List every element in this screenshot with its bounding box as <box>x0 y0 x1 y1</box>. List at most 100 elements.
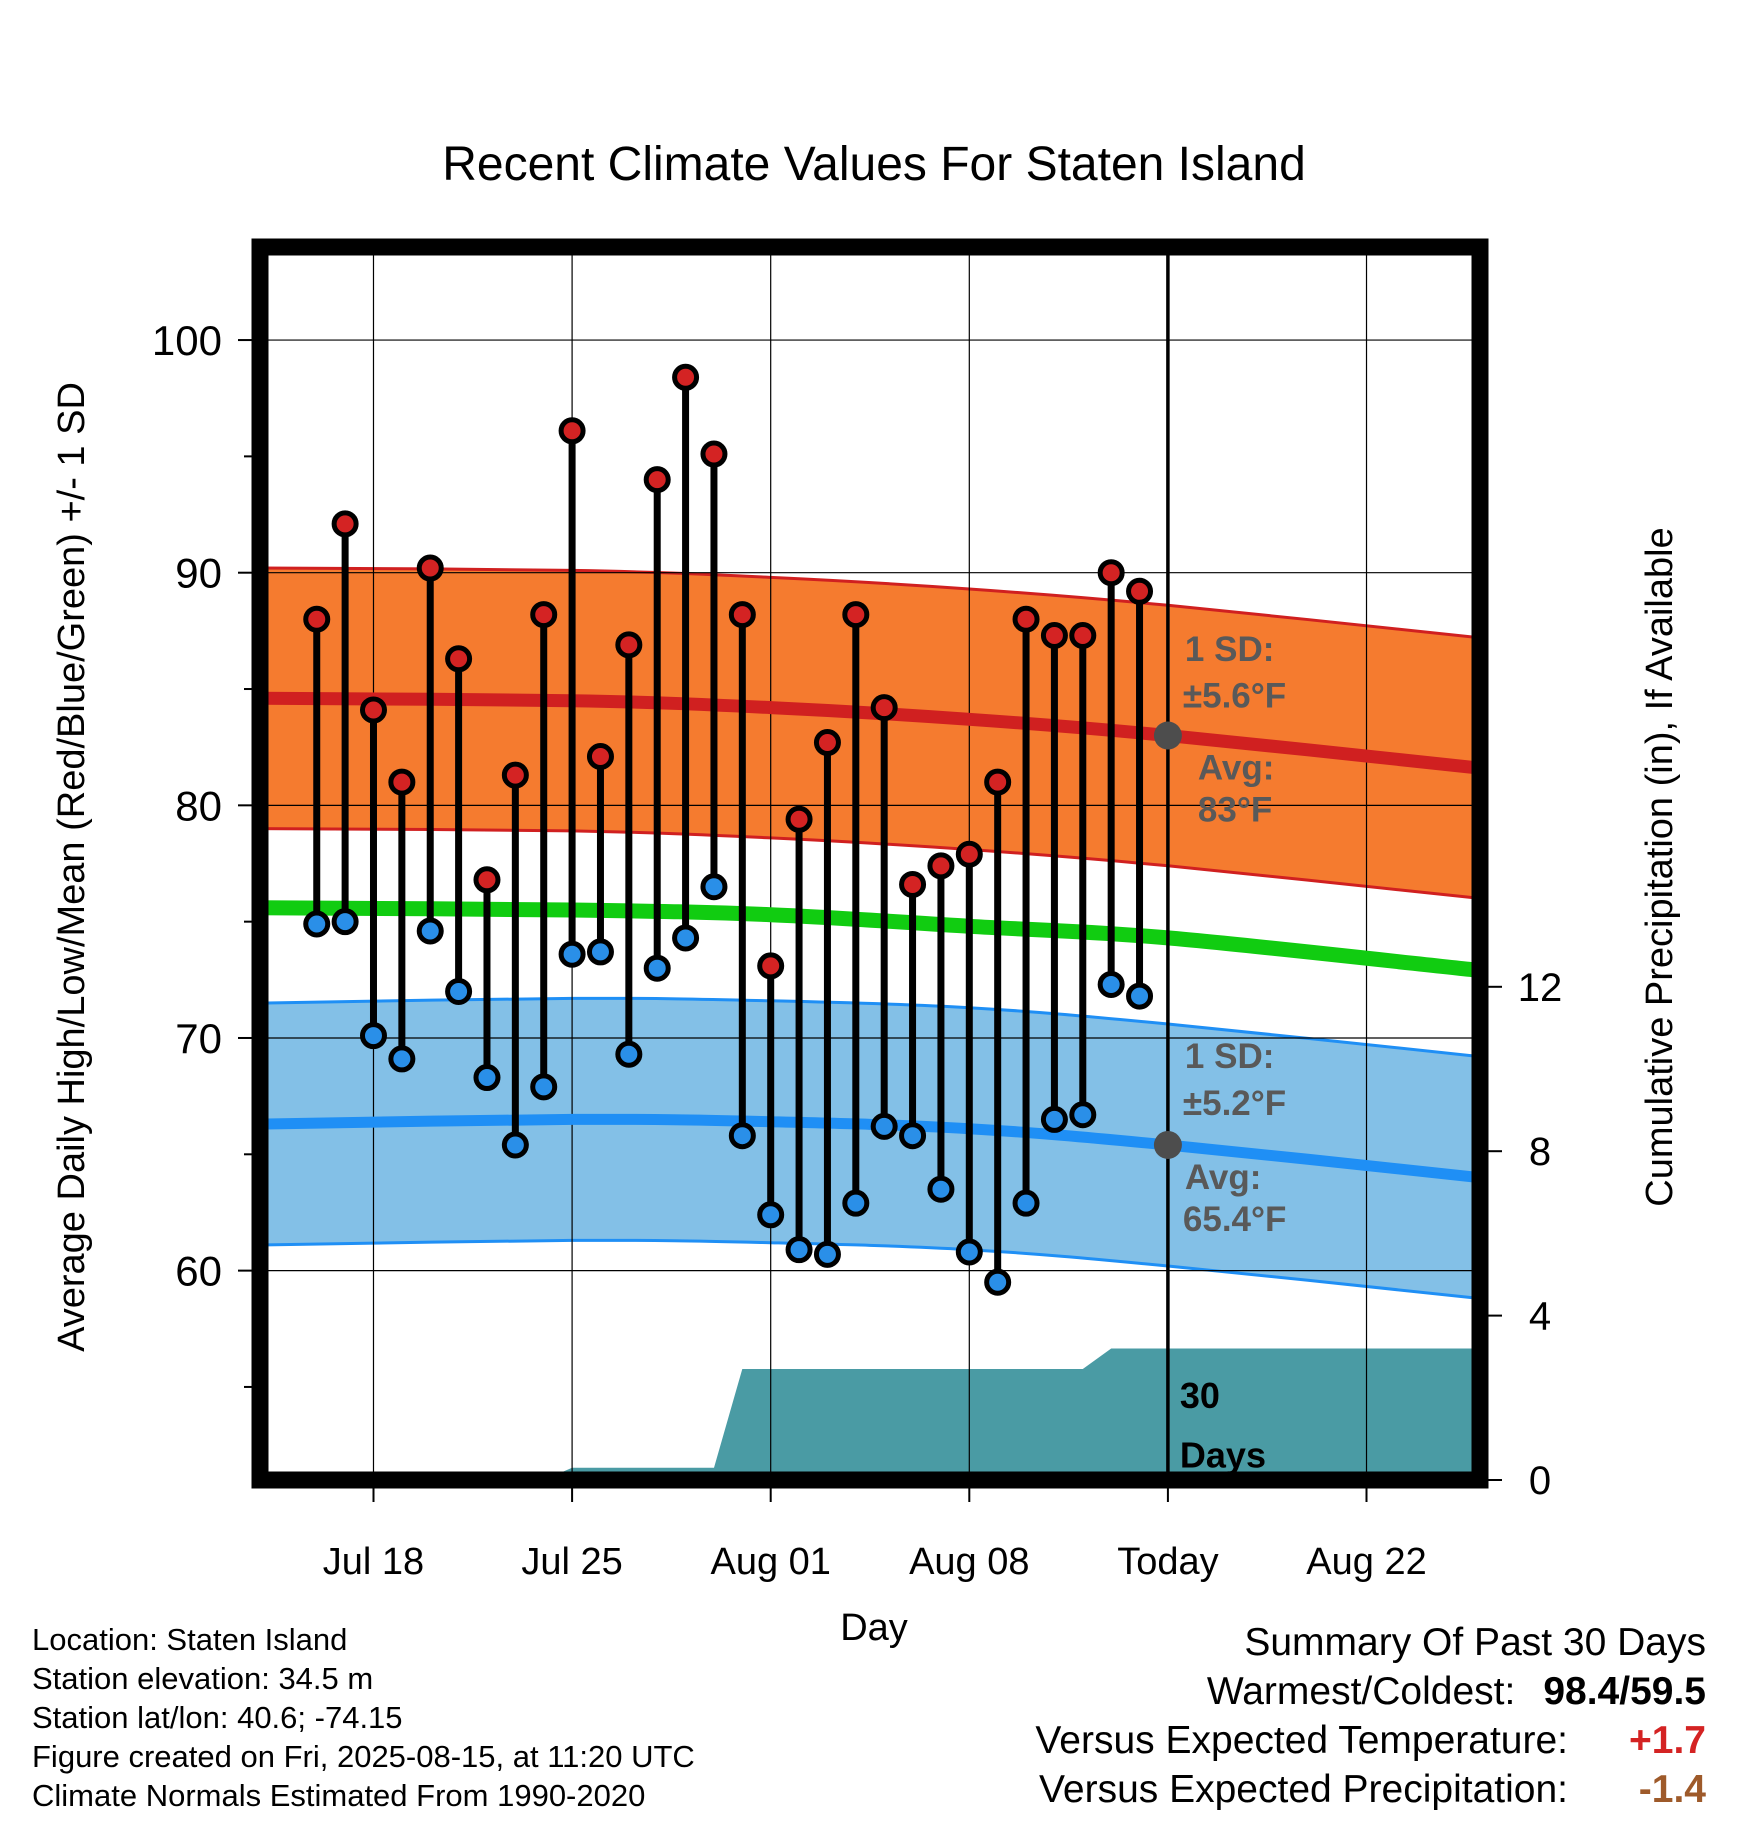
low-avg-line <box>260 1113 1480 1184</box>
daily-low-point <box>700 873 728 901</box>
daily-high-point <box>530 601 558 629</box>
daily-high-point <box>899 870 927 898</box>
daily-low-point <box>303 910 331 938</box>
daily-high-point <box>388 768 416 796</box>
temp-value: +1.7 <box>1629 1719 1706 1762</box>
y-tick-label: 100 <box>152 317 222 364</box>
y-tick-label: 70 <box>175 1015 222 1062</box>
location-text: Location: Staten Island <box>32 1622 348 1657</box>
low-sd-label: 1 SD: <box>1185 1037 1274 1076</box>
x-tick-label: Aug 01 <box>710 1541 830 1583</box>
daily-high-point <box>955 840 983 868</box>
precip-value: -1.4 <box>1638 1768 1706 1811</box>
high-sd-lower-line <box>260 827 1480 900</box>
daily-high-point <box>303 605 331 633</box>
daily-high-point <box>473 866 501 894</box>
low-sd-lower-line <box>260 1238 1480 1300</box>
x-tick-label: Aug 08 <box>909 1541 1029 1583</box>
daily-high-point <box>757 952 785 980</box>
latlon-text: Station lat/lon: 40.6; -74.15 <box>32 1700 403 1735</box>
daily-high-point <box>813 729 841 757</box>
daily-low-point <box>870 1112 898 1140</box>
daily-low-point <box>757 1201 785 1229</box>
daily-high-point <box>1097 559 1125 587</box>
station-info: Location: Staten Island Station elevatio… <box>32 1620 695 1815</box>
daily-high-point <box>1012 605 1040 633</box>
low-avg-value: 65.4°F <box>1183 1200 1287 1239</box>
daily-high-point <box>672 363 700 391</box>
daily-high-point <box>501 761 529 789</box>
daily-low-point <box>1097 970 1125 998</box>
daily-low-point <box>927 1175 955 1203</box>
days-label-number: 30 <box>1180 1375 1220 1416</box>
x-tick-label: Aug 22 <box>1306 1541 1426 1583</box>
daily-low-point <box>899 1122 927 1150</box>
daily-low-point <box>1069 1101 1097 1129</box>
daily-high-point <box>359 696 387 724</box>
low-sd-upper-line <box>260 996 1480 1059</box>
daily-low-point <box>785 1236 813 1264</box>
normals-text: Climate Normals Estimated From 1990-2020 <box>32 1778 646 1813</box>
y-tick-label: 60 <box>175 1248 222 1295</box>
y2-tick-label: 8 <box>1529 1130 1551 1174</box>
daily-low-point <box>728 1122 756 1150</box>
summary-temp: Versus Expected Temperature: +1.7 <box>1035 1716 1706 1765</box>
daily-high-point <box>700 440 728 468</box>
daily-low-point <box>558 940 586 968</box>
high-avg-value: 83°F <box>1198 791 1272 830</box>
y2-tick-label: 4 <box>1529 1295 1551 1339</box>
daily-low-point <box>501 1131 529 1159</box>
high-sd-band <box>260 568 1480 899</box>
summary-panel: Summary Of Past 30 Days Warmest/Coldest:… <box>1035 1618 1706 1814</box>
daily-low-point <box>445 977 473 1005</box>
x-tick-label: Today <box>1117 1541 1218 1583</box>
daily-low-point <box>984 1268 1012 1296</box>
daily-high-point <box>984 768 1012 796</box>
daily-low-point <box>473 1064 501 1092</box>
daily-low-point <box>1040 1105 1068 1133</box>
daily-low-point <box>416 917 444 945</box>
low-sd-band <box>260 998 1480 1299</box>
mean-avg-line <box>260 900 1480 978</box>
daily-low-point <box>359 1022 387 1050</box>
summary-precip: Versus Expected Precipitation: -1.4 <box>1035 1765 1706 1814</box>
daily-high-point <box>927 852 955 880</box>
daily-low-point <box>643 954 671 982</box>
y2-axis-label: Cumulative Precipitation (in), If Availa… <box>1639 527 1681 1206</box>
daily-high-point <box>558 417 586 445</box>
high-avg-label: Avg: <box>1198 749 1274 788</box>
daily-low-point <box>388 1045 416 1073</box>
high-sd-upper-line <box>260 566 1480 640</box>
daily-high-point <box>615 631 643 659</box>
x-axis-label: Day <box>840 1607 908 1649</box>
daily-low-point <box>672 924 700 952</box>
plot-area <box>260 247 1480 1480</box>
daily-high-point <box>331 510 359 538</box>
low-avg-label: Avg: <box>1185 1158 1261 1197</box>
today-high-avg-marker <box>1153 721 1182 750</box>
daily-low-point <box>842 1189 870 1217</box>
daily-high-point <box>1126 577 1154 605</box>
daily-low-point <box>331 908 359 936</box>
x-tick-label: Jul 18 <box>323 1541 424 1583</box>
high-avg-line <box>260 691 1480 775</box>
y-tick-label: 80 <box>175 782 222 829</box>
warm-cold-value: 98.4/59.5 <box>1543 1670 1706 1713</box>
high-sd-label: 1 SD: <box>1185 630 1274 669</box>
daily-high-point <box>643 466 671 494</box>
daily-low-point <box>1126 982 1154 1010</box>
created-text: Figure created on Fri, 2025-08-15, at 11… <box>32 1739 695 1774</box>
daily-high-point <box>870 694 898 722</box>
daily-high-point <box>1040 622 1068 650</box>
warm-cold-label: Warmest/Coldest: <box>1206 1670 1516 1713</box>
precip-area <box>260 1348 1480 1480</box>
daily-low-point <box>813 1240 841 1268</box>
axes: 60 70 80 90 100 0 4 8 12 Jul 18 Jul 25 Aug 01 Aug 08… <box>152 238 1562 1583</box>
daily-high-point <box>842 601 870 629</box>
plot-clip-group <box>260 247 1480 1480</box>
daily-low-point <box>615 1040 643 1068</box>
y-tick-label: 90 <box>175 550 222 597</box>
y-axis-label: Average Daily High/Low/Mean (Red/Blue/Gr… <box>51 382 93 1352</box>
plot-frame <box>251 238 1489 1489</box>
